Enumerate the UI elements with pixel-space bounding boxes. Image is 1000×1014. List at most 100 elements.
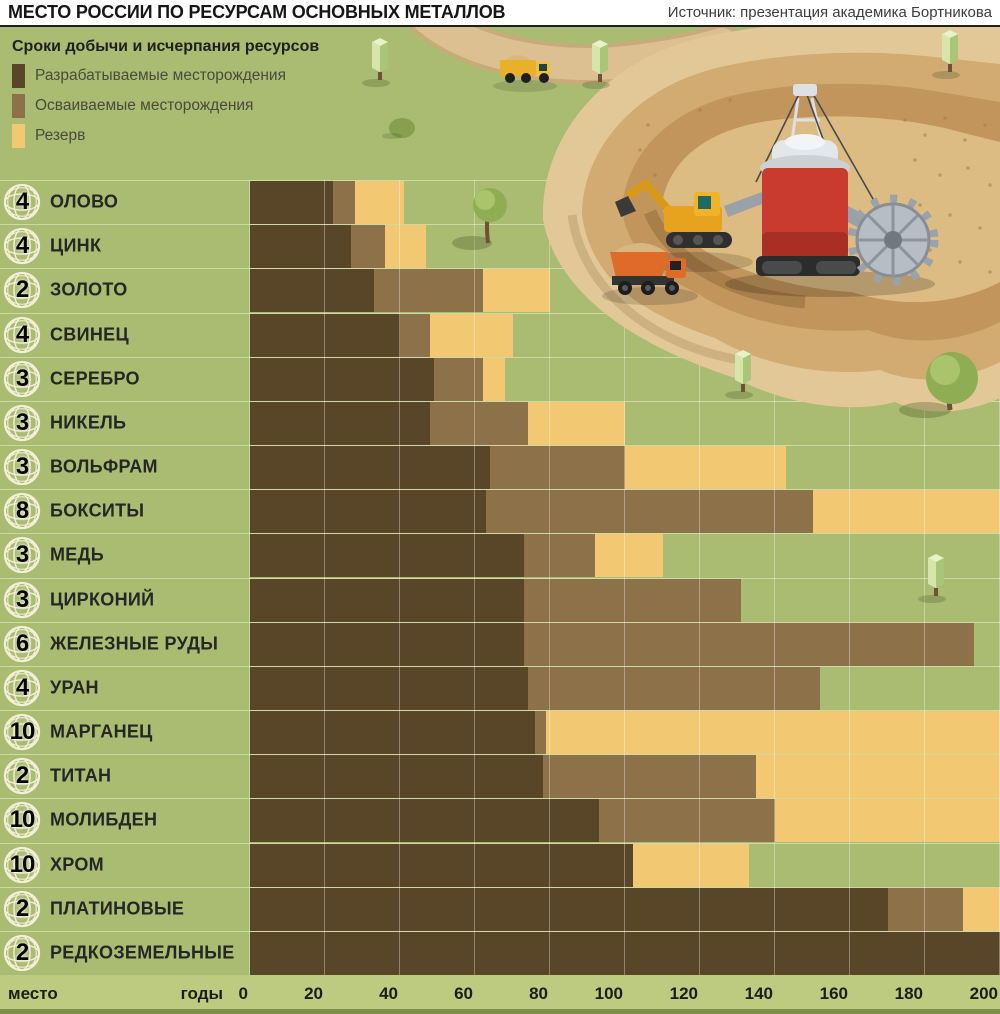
metal-row: 2 ПЛАТИНОВЫЕ — [0, 887, 1000, 931]
x-axis: место годы 0 20 40 60 80 100 120 140 160 180 200 — [0, 975, 1000, 1014]
resource-bar — [250, 622, 974, 666]
row-separator — [0, 577, 1000, 579]
globe-icon — [3, 272, 41, 309]
globe-icon — [3, 581, 41, 618]
resource-bar — [250, 225, 427, 269]
bar-developed — [250, 931, 1000, 975]
rank-value: 3 — [15, 408, 29, 436]
resource-bar — [250, 755, 1000, 799]
resource-bar — [250, 843, 749, 887]
rank-value: 4 — [15, 188, 29, 216]
globe-icon — [3, 537, 41, 574]
rank-badge: 10 — [3, 713, 41, 751]
bar-developing — [486, 490, 813, 534]
x-tick-label: 200 — [969, 984, 998, 1003]
metal-label: ОЛОВО — [50, 191, 119, 212]
bar-reserve — [632, 843, 749, 887]
metal-row: 2 ТИТАН — [0, 754, 1000, 799]
globe-icon — [3, 448, 41, 486]
metal-label: СВИНЕЦ — [50, 324, 129, 345]
rank-value: 2 — [15, 762, 29, 790]
bar-developing — [400, 313, 430, 357]
row-separator — [0, 930, 1000, 932]
metal-label: ЦИРКОНИЙ — [50, 589, 155, 610]
row-separator — [0, 665, 1000, 667]
bar-developing — [430, 401, 528, 445]
rank-value: 3 — [15, 541, 29, 569]
row-separator — [0, 224, 1000, 226]
row-separator — [0, 798, 1000, 800]
metal-label: ХРОМ — [50, 854, 104, 875]
globe-icon — [3, 802, 41, 839]
legend-item-developing: Осваиваемые месторождения — [12, 94, 319, 118]
metal-row: 4 УРАН — [0, 666, 1000, 710]
legend-swatch-reserve — [12, 124, 25, 148]
row-separator — [0, 312, 1000, 314]
rank-value: 2 — [15, 938, 29, 966]
row-separator — [0, 268, 1000, 270]
rank-value: 3 — [15, 364, 29, 392]
bar-developing — [433, 357, 483, 401]
rank-badge: 3 — [3, 448, 41, 486]
legend-swatch-developed — [12, 64, 25, 88]
metal-label: ЗОЛОТО — [50, 279, 128, 300]
metal-label: НИКЕЛЬ — [50, 412, 127, 433]
bar-developing — [332, 181, 355, 225]
metal-row: 6 ЖЕЛЕЗНЫЕ РУДЫ — [0, 622, 1000, 666]
metal-row: 4 ЦИНК — [0, 224, 1000, 269]
rank-badge: 4 — [3, 669, 41, 707]
rank-value: 10 — [9, 850, 36, 878]
bar-developing — [373, 269, 483, 313]
bar-developed — [250, 755, 543, 799]
axis-years-label: годы — [180, 984, 223, 1003]
legend-label: Разрабатываемые месторождения — [35, 67, 286, 84]
rank-badge: 8 — [3, 492, 41, 530]
header-bar: МЕСТО РОССИИ ПО РЕСУРСАМ ОСНОВНЫХ МЕТАЛЛ… — [0, 0, 1000, 27]
bar-reserve — [595, 534, 663, 578]
bar-developing — [523, 534, 595, 578]
rank-value: 4 — [15, 673, 29, 701]
metal-row: 2 РЕДКОЗЕМЕЛЬНЫЕ — [0, 931, 1000, 975]
bar-developed — [250, 887, 888, 931]
x-tick-label: 140 — [744, 984, 773, 1003]
x-tick-label: 0 — [238, 984, 248, 1003]
metal-label: ТИТАН — [50, 765, 112, 786]
resource-bar — [250, 931, 1000, 975]
legend-label: Осваиваемые месторождения — [35, 97, 254, 114]
row-separator — [0, 445, 1000, 446]
bar-reserve — [812, 490, 1000, 534]
bar-developed — [250, 622, 524, 666]
legend: Сроки добычи и исчерпания ресурсов Разра… — [12, 38, 319, 154]
bar-reserve — [775, 799, 1000, 843]
x-tick-label: 120 — [669, 984, 698, 1003]
bar-developed — [250, 534, 524, 578]
bar-developed — [250, 578, 524, 622]
metal-row: 10 ХРОМ — [0, 843, 1000, 887]
rank-value: 8 — [15, 497, 29, 525]
row-separator — [0, 842, 1000, 844]
globe-icon — [3, 934, 41, 972]
metal-row: 10 МАРГАНЕЦ — [0, 710, 1000, 755]
bar-developing — [598, 799, 775, 843]
x-tick-label: 80 — [529, 984, 548, 1003]
axis-bottom-strip — [0, 1009, 1000, 1014]
globe-icon — [3, 625, 41, 662]
axis-rank-label: место — [8, 984, 58, 1003]
bar-developed — [250, 357, 434, 401]
row-separator — [0, 400, 1000, 402]
rank-value: 10 — [9, 806, 36, 834]
bar-developed — [250, 313, 400, 357]
globe-icon — [3, 758, 41, 795]
rank-badge: 10 — [3, 846, 41, 884]
globe-icon — [3, 890, 41, 927]
row-separator — [0, 754, 1000, 756]
legend-title: Сроки добычи и исчерпания ресурсов — [12, 38, 320, 55]
rank-value: 3 — [15, 585, 29, 613]
rank-value: 2 — [15, 894, 29, 922]
rank-badge: 4 — [3, 183, 41, 221]
x-tick-label: 180 — [894, 984, 923, 1003]
legend-swatch-developing — [12, 94, 25, 118]
row-separator — [0, 886, 1000, 888]
globe-icon — [3, 316, 41, 353]
